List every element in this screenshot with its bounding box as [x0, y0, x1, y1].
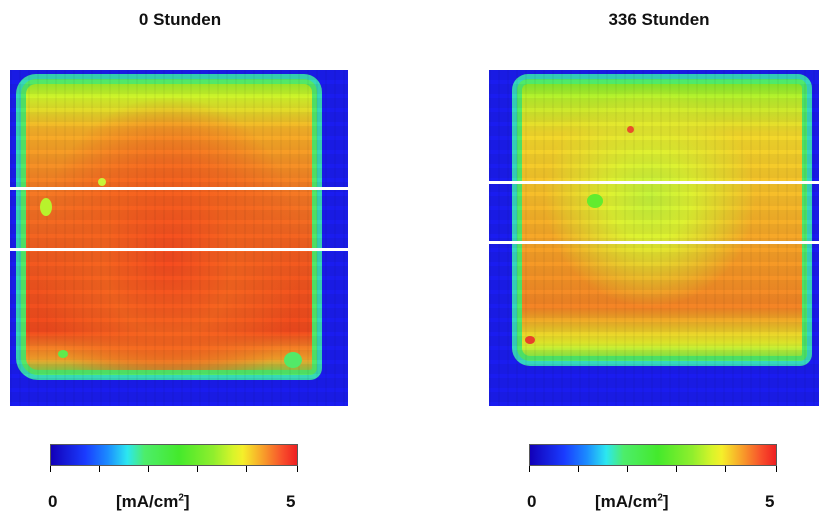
- defect-spot: [58, 350, 68, 358]
- defect-spot: [98, 178, 106, 186]
- cell-area: [512, 74, 812, 366]
- colorbar: [529, 444, 777, 466]
- marker-line: [489, 181, 819, 184]
- defect-spot: [587, 194, 603, 208]
- defect-spot: [284, 352, 302, 368]
- current-density-map: [489, 70, 819, 406]
- current-density-map: [10, 70, 348, 406]
- panel-336-hours: 336 Stunden 0 [mA/cm2] 5: [489, 0, 819, 515]
- defect-spot: [40, 198, 52, 216]
- panel-0-hours: 0 Stunden 0 [mA/cm2] 5: [10, 0, 350, 515]
- panel-title: 336 Stunden: [608, 10, 710, 29]
- colorbar-unit-label: [mA/cm2]: [116, 492, 190, 511]
- colorbar-max-label: 5: [765, 492, 775, 511]
- colorbar-min-label: 0: [527, 492, 537, 511]
- defect-spot: [627, 126, 634, 133]
- marker-line: [10, 248, 348, 251]
- defect-spot: [525, 336, 535, 344]
- colorbar-unit-label: [mA/cm2]: [595, 492, 669, 511]
- cell-area: [16, 74, 322, 380]
- marker-line: [10, 187, 348, 190]
- colorbar-ticks: [50, 466, 298, 472]
- colorbar-max-label: 5: [286, 492, 296, 511]
- colorbar-min-label: 0: [48, 492, 58, 511]
- marker-line: [489, 241, 819, 244]
- colorbar-ticks: [529, 466, 777, 472]
- panel-title: 0 Stunden: [138, 10, 222, 29]
- colorbar: [50, 444, 298, 466]
